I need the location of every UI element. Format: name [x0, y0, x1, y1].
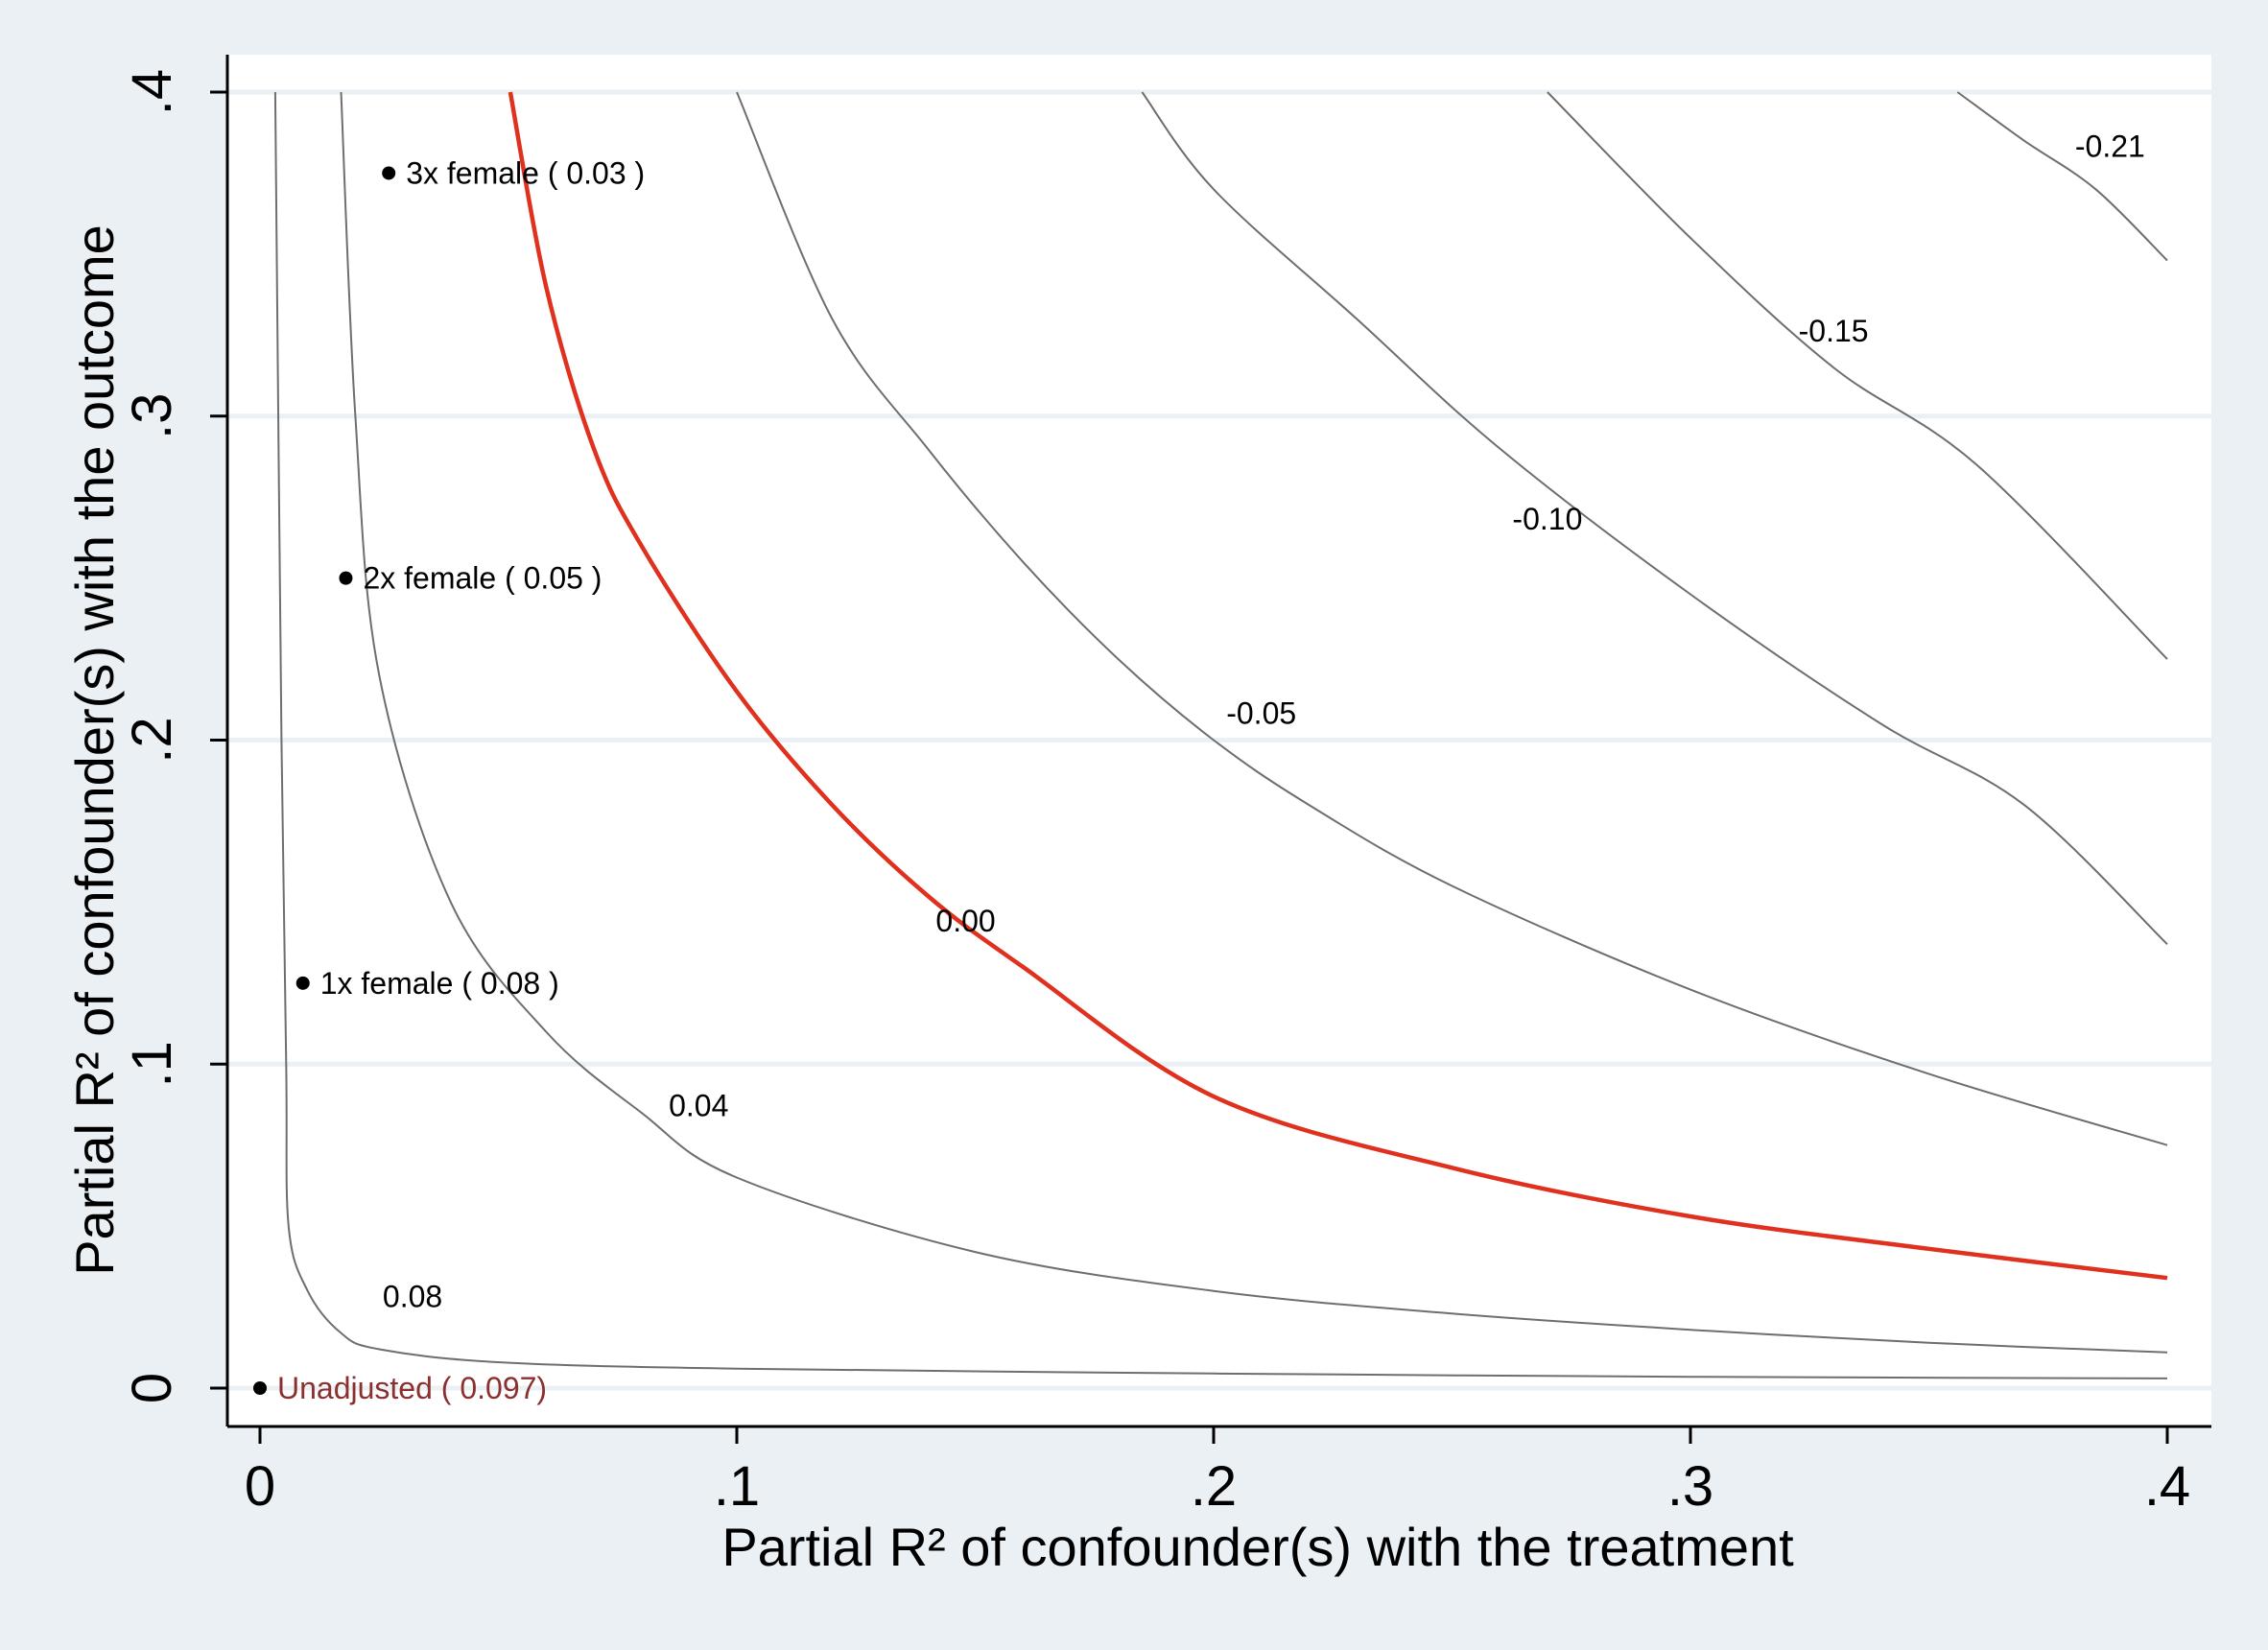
contour-label: 0.04	[669, 1088, 728, 1122]
x-tick-label: .1	[714, 1455, 760, 1518]
contour-label: -0.10	[1512, 502, 1582, 536]
benchmark-point	[295, 976, 310, 990]
gridlines	[227, 89, 2211, 1391]
contour-lines	[273, 91, 2168, 1379]
contour-label: -0.05	[1226, 696, 1296, 731]
benchmark-label: 3x female ( 0.03 )	[406, 155, 645, 190]
y-axis-title: Partial R² of confounder(s) with the out…	[64, 224, 125, 1276]
axes: 0 .1 .2 .3 .4 0 .1 .2 .3 .4	[121, 55, 2211, 1518]
benchmark-point	[382, 166, 396, 180]
contour-label: -0.21	[2075, 130, 2145, 164]
contour-line	[1141, 91, 2168, 946]
x-axis-title: Partial R² of confounder(s) with the tre…	[721, 1517, 1794, 1577]
unadjusted-label: Unadjusted ( 0.097)	[277, 1371, 547, 1405]
y-tick-label: 0	[121, 1373, 183, 1403]
y-tick-label: .1	[121, 1041, 183, 1087]
x-tick-label: .3	[1667, 1455, 1713, 1518]
benchmark-points: 3x female ( 0.03 ) 2x female ( 0.05 ) 1x f…	[253, 155, 645, 1405]
contour-line	[1956, 91, 2168, 262]
benchmark-label: 1x female ( 0.08 )	[320, 966, 559, 1001]
contour-line	[1547, 91, 2168, 660]
contour-line	[273, 91, 2168, 1379]
benchmark-label: 2x female ( 0.05 )	[363, 561, 602, 596]
contour-line	[340, 91, 2168, 1354]
x-tick-label: 0	[245, 1455, 275, 1518]
contour-labels: 0.08 0.04 0.00 -0.05 -0.10 -0.15 -0.21	[383, 130, 2145, 1314]
benchmark-point	[339, 571, 353, 585]
unadjusted-point	[253, 1381, 267, 1395]
contour-line	[736, 91, 2168, 1146]
contour-label: 0.00	[935, 904, 995, 938]
threshold-contour	[508, 91, 2168, 1281]
y-tick-label: .2	[121, 717, 183, 763]
contour-label: -0.15	[1799, 314, 1869, 348]
y-tick-label: .4	[121, 69, 183, 115]
contour-label: 0.08	[383, 1280, 442, 1314]
x-tick-label: .4	[2144, 1455, 2190, 1518]
x-tick-label: .2	[1191, 1455, 1237, 1518]
y-tick-label: .3	[121, 393, 183, 439]
